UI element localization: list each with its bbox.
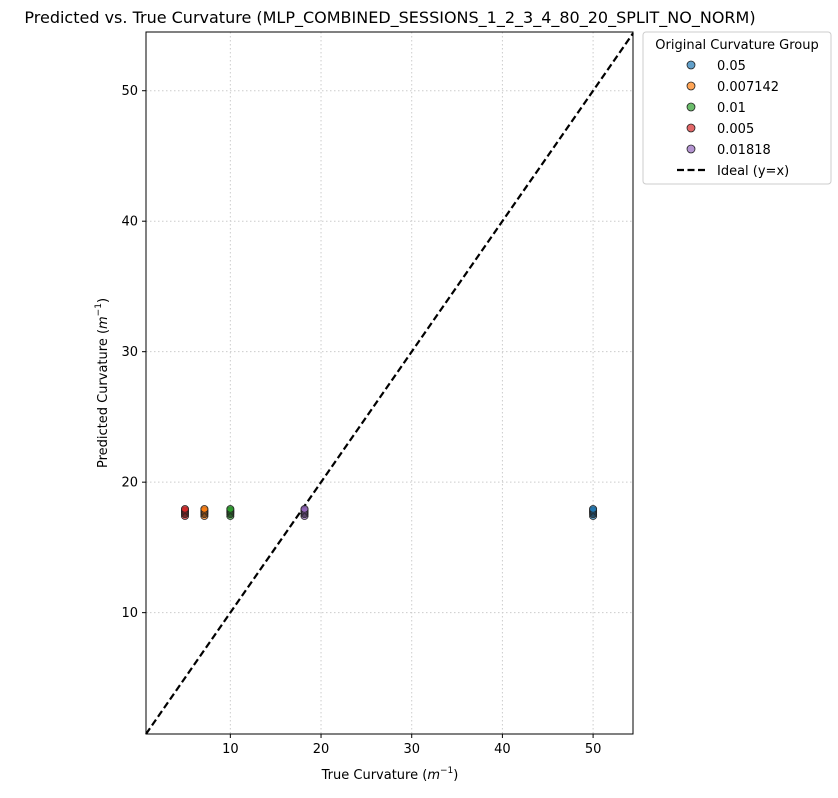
legend-swatch: [686, 60, 696, 70]
x-axis-label-exponent: −1: [440, 766, 453, 776]
x-axis-label-close: ): [453, 768, 458, 783]
legend: Original Curvature Group 0.050.0071420.0…: [642, 31, 832, 185]
legend-ideal-label: Ideal (y=x): [717, 164, 789, 179]
legend-title: Original Curvature Group: [655, 38, 818, 53]
legend-label: 0.01: [717, 101, 746, 116]
x-tick-label: 20: [313, 742, 330, 757]
legend-swatch: [686, 144, 696, 154]
y-tick-label: 50: [121, 84, 138, 99]
x-tick-label: 50: [585, 742, 602, 757]
x-tick-label: 40: [494, 742, 511, 757]
x-tick-label: 10: [222, 742, 239, 757]
legend-label: 0.005: [717, 122, 754, 137]
legend-swatch: [686, 102, 696, 112]
legend-label: 0.05: [717, 59, 746, 74]
data-point: [226, 505, 235, 513]
legend-items: 0.05 0.007142 0.01 0.005 0.01818: [686, 59, 779, 158]
y-axis-label: Predicted Curvature (m−1): [94, 298, 111, 468]
ideal-line: [145, 32, 634, 735]
legend-swatch: [686, 123, 696, 133]
y-tick-label: 10: [121, 606, 138, 621]
legend-label: 0.007142: [717, 80, 779, 95]
data-point: [200, 505, 209, 513]
y-axis-label-text: Predicted Curvature (: [96, 329, 111, 468]
scatter-points: [180, 505, 598, 520]
x-tick-label: 30: [403, 742, 420, 757]
plot-frame: [145, 31, 634, 735]
grid: [146, 32, 633, 734]
y-axis-label-exponent: −1: [94, 303, 104, 316]
data-point: [589, 505, 598, 513]
y-tick-label: 40: [121, 215, 138, 230]
legend-swatch: [686, 81, 696, 91]
y-tick-label: 30: [121, 345, 138, 360]
x-axis-label-unit: m: [427, 768, 440, 783]
y-axis-label-unit: m: [96, 316, 111, 329]
chart-title: Predicted vs. True Curvature (MLP_COMBIN…: [24, 8, 755, 28]
data-point: [180, 505, 189, 513]
legend-label: 0.01818: [717, 143, 771, 158]
y-axis-label-close: ): [96, 298, 111, 303]
x-axis-label: True Curvature (m−1): [321, 766, 459, 783]
data-point: [300, 505, 309, 513]
x-axis-label-text: True Curvature (: [321, 768, 428, 783]
x-axis: 10 20 30 40 50: [222, 734, 601, 757]
y-axis: 10 20 30 40 50: [121, 84, 146, 621]
y-tick-label: 20: [121, 476, 138, 491]
